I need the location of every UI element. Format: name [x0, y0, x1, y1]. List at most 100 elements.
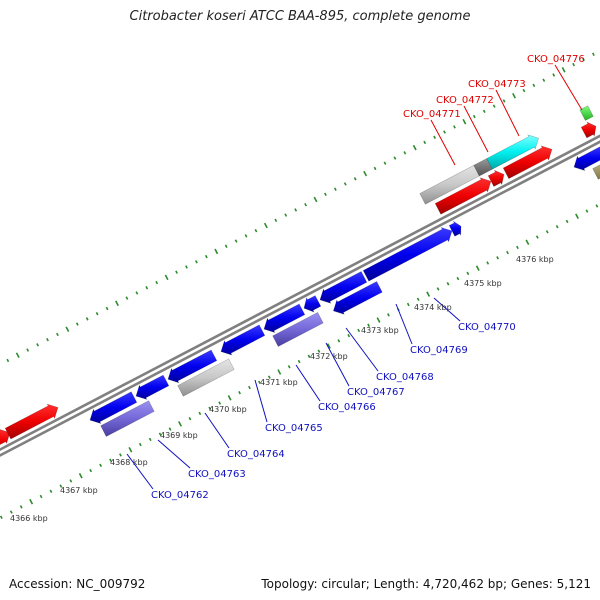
tick-mark-inner [297, 359, 301, 364]
callout-line [295, 364, 321, 402]
reverse-gene-label: CKO_04766 [318, 402, 376, 413]
tick-mark-outer [393, 156, 397, 160]
gene-features [0, 105, 600, 445]
tick-mark-inner [565, 219, 569, 224]
tick-mark-outer [36, 343, 39, 347]
tick-mark-outer [592, 52, 595, 56]
kbp-label: 4367 kbp [60, 486, 98, 495]
tick-mark-inner [307, 354, 311, 359]
gene-red-left-2 [4, 403, 59, 440]
tick-mark-inner [436, 287, 440, 291]
tick-mark-outer [284, 213, 288, 217]
kbp-label: 4370 kbp [209, 405, 247, 414]
backbone-line [0, 140, 600, 457]
tick-mark-outer [155, 280, 159, 285]
gene-red-left [0, 429, 11, 445]
gene-CKO_04768 [319, 271, 368, 304]
tick-mark-outer [214, 248, 219, 255]
gene-CKO_04769 [362, 226, 453, 282]
topology-text: Topology: circular; Length: 4,720,462 bp… [261, 577, 591, 591]
tick-mark-inner [248, 385, 251, 390]
gene-CKO_04773 [502, 145, 553, 180]
tick-mark-outer [185, 265, 188, 269]
tick-mark-inner [456, 276, 460, 281]
tick-mark-inner [317, 349, 321, 353]
callout-line [463, 105, 489, 153]
tick-mark-inner [168, 427, 172, 431]
tick-mark-inner [9, 510, 13, 514]
tick-mark-inner [347, 333, 351, 338]
gene-cyan-forward [486, 134, 539, 170]
gene-CKO_04771 [434, 177, 492, 215]
tick-mark-inner [208, 406, 212, 410]
tick-mark-inner [486, 261, 490, 265]
tick-mark-inner [475, 265, 480, 271]
gene-CKO_04763 [135, 374, 170, 400]
tick-mark-inner [0, 515, 3, 519]
genome-backbone [0, 134, 600, 457]
gene-red-right [580, 121, 597, 139]
gene-callouts: CKO_04771 CKO_04772 CKO_04773 CKO_04776 CKO_… [126, 54, 585, 501]
tick-mark-inner [59, 484, 63, 488]
tick-mark-outer [304, 203, 307, 207]
kbp-label: 4374 kbp [414, 303, 452, 312]
tick-mark-outer [561, 67, 566, 73]
kbp-label: 4369 kbp [160, 431, 198, 440]
gene-purple-left [100, 400, 155, 437]
tick-mark-inner [238, 391, 241, 395]
gene-CKO_04764 [167, 349, 218, 384]
tick-mark-outer [95, 311, 99, 316]
tick-mark-outer [194, 260, 198, 264]
tick-mark-inner [99, 463, 103, 468]
tick-mark-outer [6, 358, 10, 363]
tick-mark-outer [85, 317, 89, 321]
tick-mark-outer [492, 104, 496, 108]
tick-mark-inner [525, 239, 530, 245]
gene-blue-row2 [333, 281, 383, 315]
tick-mark-inner [595, 204, 599, 208]
tick-mark-inner [198, 411, 202, 416]
kbp-label: 4375 kbp [464, 279, 502, 288]
tick-mark-outer [145, 286, 149, 290]
tick-mark-inner [227, 395, 232, 401]
callout-line [157, 439, 191, 469]
tick-mark-outer [105, 306, 109, 311]
kbp-label: 4371 kbp [260, 378, 298, 387]
tick-mark-inner [277, 369, 282, 375]
tick-mark-inner [188, 416, 192, 421]
tick-mark-outer [313, 196, 318, 203]
reverse-gene-label: CKO_04765 [265, 423, 323, 434]
tick-mark-inner [29, 498, 34, 505]
tick-mark-outer [552, 73, 556, 77]
tick-mark-inner [545, 230, 549, 234]
tick-mark-inner [426, 291, 431, 297]
gene-gray-middle [177, 358, 235, 397]
tick-mark-outer [433, 135, 437, 139]
tick-mark-inner [119, 453, 122, 457]
tick-mark-inner [535, 235, 539, 239]
forward-gene-label: CKO_04772 [436, 95, 494, 106]
forward-gene-label: CKO_04771 [403, 109, 461, 120]
tick-mark-inner [19, 505, 23, 509]
tick-mark-inner [39, 494, 43, 499]
gene-reverse-right [573, 146, 600, 171]
tick-mark-outer [412, 144, 417, 151]
tick-mark-outer [274, 218, 278, 222]
tick-mark-inner [158, 432, 162, 436]
reverse-gene-label: CKO_04767 [347, 387, 405, 398]
tick-mark-inner [466, 271, 470, 276]
tick-mark-inner [585, 209, 589, 213]
accession-text: Accession: NC_009792 [9, 577, 146, 591]
gene-CKO_04768-a [303, 295, 322, 313]
tick-mark-outer [244, 234, 248, 238]
callout-line [345, 327, 379, 372]
backbone-line [0, 134, 600, 452]
tick-mark-inner [128, 447, 133, 453]
tick-mark-inner [376, 317, 381, 323]
tick-mark-inner [326, 343, 331, 349]
gene-green-right [579, 105, 594, 121]
reverse-gene-label: CKO_04763 [188, 469, 246, 480]
reverse-gene-label: CKO_04769 [410, 345, 468, 356]
kbp-label: 4376 kbp [516, 255, 554, 264]
tick-mark-inner [267, 375, 271, 379]
